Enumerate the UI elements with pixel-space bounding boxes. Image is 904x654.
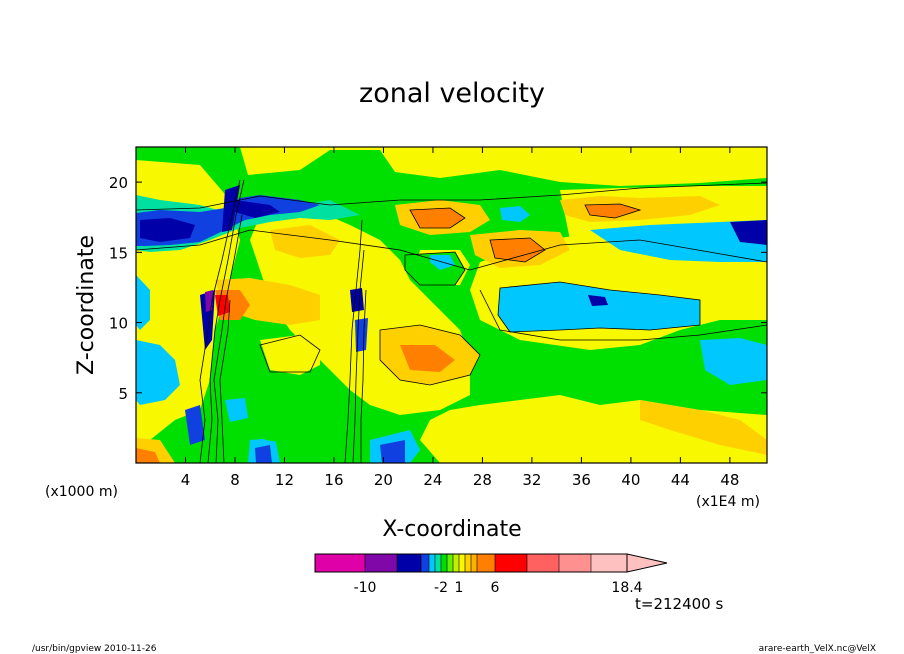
colorbar-band: [495, 554, 527, 572]
colorbar-band: [591, 554, 627, 572]
x-tick-label: 48: [720, 471, 739, 489]
x-tick-label: 24: [423, 471, 442, 489]
colorbar-band: [453, 554, 459, 572]
time-label: t=212400 s: [635, 595, 723, 613]
x-ticks: 4 8 12 16 20 24 28 32 36 40 44 48: [181, 147, 739, 489]
x-tick-label: 20: [374, 471, 393, 489]
x-tick-label: 12: [275, 471, 294, 489]
footer-right: arare-earth_VelX.nc@VelX: [759, 644, 876, 654]
colorbar-band: [429, 554, 435, 572]
y-ticks: 5 10 15 20: [109, 174, 767, 403]
colorbar-tick-label: 6: [491, 580, 500, 596]
y-tick-label: 5: [118, 385, 128, 403]
contour-fills: [136, 147, 767, 463]
y-axis-title: Z-coordinate: [74, 235, 99, 375]
y-tick-label: 10: [109, 315, 128, 333]
chart-title: zonal velocity: [359, 78, 545, 109]
colorbar: -10 -2 1 6 18.4: [314, 553, 668, 596]
colorbar-band: [315, 554, 365, 572]
colorbar-band: [435, 554, 441, 572]
plot-area: [136, 147, 767, 463]
colorbar-band: [397, 554, 421, 572]
colorbar-arrow: [626, 553, 668, 573]
colorbar-band: [477, 554, 495, 572]
colorbar-band: [447, 554, 453, 572]
x-axis-title: X-coordinate: [382, 517, 521, 542]
colorbar-band: [527, 554, 559, 572]
colorbar-band: [459, 554, 465, 572]
x-tick-label: 40: [621, 471, 640, 489]
x-tick-label: 28: [473, 471, 492, 489]
colorbar-tick-label: -10: [354, 580, 377, 596]
colorbar-band: [365, 554, 397, 572]
x-tick-label: 44: [671, 471, 690, 489]
x-tick-label: 36: [572, 471, 591, 489]
y-tick-label: 15: [109, 244, 128, 262]
colorbar-tick-label: -2: [434, 580, 448, 596]
colorbar-tick-label: 1: [455, 580, 464, 596]
x-tick-label: 8: [230, 471, 240, 489]
x-tick-label: 32: [522, 471, 541, 489]
colorbar-band: [559, 554, 591, 572]
plot-frame: [135, 146, 768, 464]
colorbar-tick-label: 18.4: [611, 580, 642, 596]
footer-left: /usr/bin/gpview 2010-11-26: [32, 644, 157, 654]
contour-lines: [136, 179, 767, 463]
x-units-label: (x1E4 m): [696, 494, 760, 510]
y-units-label: (x1000 m): [45, 484, 118, 500]
x-tick-label: 4: [181, 471, 191, 489]
x-tick-label: 16: [324, 471, 343, 489]
colorbar-band: [421, 554, 429, 572]
colorbar-band: [441, 554, 447, 572]
colorbar-band: [471, 554, 477, 572]
colorbar-band: [465, 554, 471, 572]
y-tick-label: 20: [109, 174, 128, 192]
